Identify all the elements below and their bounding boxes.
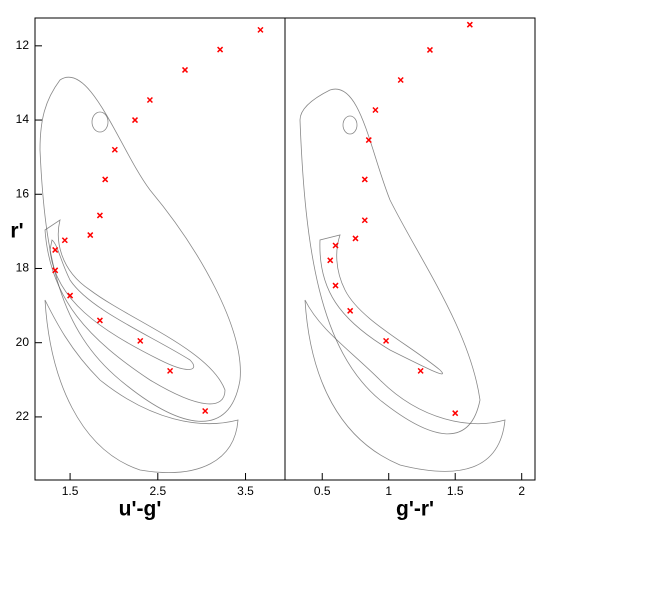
x-tick-label: 2.5 [149, 484, 166, 498]
y-tick-label: 12 [16, 38, 30, 52]
x-tick-label: 1.5 [447, 484, 464, 498]
data-point [52, 267, 59, 274]
y-tick-label: 22 [16, 409, 30, 423]
panel-frame [284, 17, 536, 481]
x-axis-label: g'-r' [396, 498, 434, 521]
data-point [332, 282, 339, 289]
contours [39, 76, 506, 473]
data-point [61, 237, 68, 244]
data-point [131, 117, 139, 124]
data-point [52, 246, 59, 253]
x-axis-label: u'-g' [119, 498, 162, 521]
data-point [96, 212, 103, 219]
data-point [361, 217, 368, 224]
data-point [202, 407, 209, 415]
x-tick-label: 3.5 [237, 484, 254, 498]
data-point [452, 410, 459, 417]
data-point [372, 106, 379, 114]
y-axis-label: r' [10, 220, 23, 243]
data-point [332, 242, 339, 249]
y-tick-label: 18 [16, 261, 30, 275]
x-tick-label: 0.5 [314, 484, 331, 498]
x-tick-label: 1.5 [62, 484, 79, 498]
data-point [87, 232, 94, 239]
y-tick-label: 16 [16, 186, 30, 200]
data-point [397, 76, 404, 84]
data-point [67, 292, 74, 299]
data-point [347, 307, 354, 314]
y-tick-label: 14 [16, 112, 30, 126]
data-point [217, 46, 224, 53]
y-tick-label: 20 [16, 335, 30, 349]
data-point [146, 96, 153, 104]
data-point [137, 337, 144, 344]
data-point [181, 66, 189, 73]
data-point [327, 257, 334, 264]
data-point [111, 146, 118, 153]
panel-frame [34, 17, 286, 481]
x-tick-label: 2 [518, 484, 525, 498]
data-point [426, 46, 433, 53]
x-tick-label: 1 [385, 484, 392, 498]
data-point [352, 235, 359, 242]
data-point [102, 176, 109, 183]
data-point [365, 137, 372, 144]
data-point [466, 21, 473, 28]
data-point [417, 367, 424, 374]
data-point [361, 176, 368, 183]
data-point [96, 317, 103, 324]
data-point [167, 367, 174, 374]
data-point [257, 26, 264, 33]
data-point [383, 337, 390, 344]
